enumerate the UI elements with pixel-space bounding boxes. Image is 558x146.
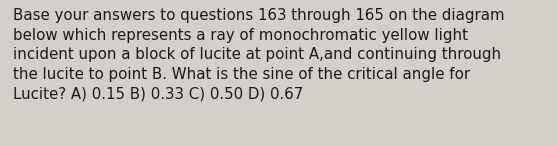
Text: Base your answers to questions 163 through 165 on the diagram
below which repres: Base your answers to questions 163 throu… (13, 8, 504, 101)
